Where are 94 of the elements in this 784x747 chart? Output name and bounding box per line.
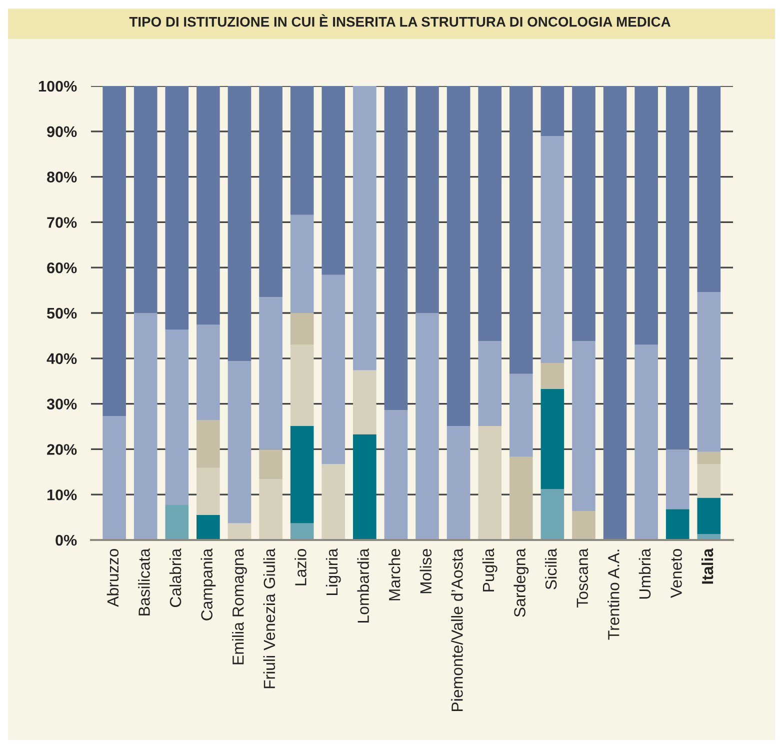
x-tick-label: Emilia Romagna: [232, 548, 247, 664]
bar: [228, 361, 252, 524]
bar: [384, 410, 408, 540]
bar: [572, 510, 596, 540]
x-tick-label: Trentino A.A.: [608, 550, 620, 640]
bar: [165, 505, 189, 540]
bar: [540, 86, 564, 136]
y-tick-label: 0%: [56, 534, 77, 546]
bar: [134, 86, 158, 313]
bar: [697, 464, 721, 498]
x-tick-label: Liguria: [326, 548, 341, 595]
y-tick-label: 50%: [47, 308, 77, 319]
x-tick-label: Marche: [388, 549, 400, 600]
bar: [259, 449, 282, 480]
y-tick-label: 80%: [47, 172, 77, 182]
bar: [416, 86, 439, 313]
y-tick-label: 10%: [47, 489, 77, 500]
chart-title: TIPO DI ISTITUZIONE IN CUI È INSERITA LA STRUTTURA DI ONCOLOGIA MEDICA: [129, 14, 670, 27]
bar: [416, 313, 439, 540]
x-tick-label: Calabria: [169, 548, 182, 607]
x-tick-label: Friuli Venezia Giulia: [263, 548, 276, 688]
bar: [290, 313, 314, 345]
x-tick-label: Lazio: [294, 549, 306, 586]
bar: [478, 86, 502, 342]
bar: [322, 464, 346, 540]
bar: [478, 341, 502, 426]
bar: [228, 523, 252, 540]
y-tick-label: 40%: [46, 353, 77, 364]
y-tick-label: 60%: [47, 262, 77, 274]
x-tick-label: Veneto: [670, 549, 682, 598]
bar: [134, 313, 158, 540]
bar: [572, 86, 596, 342]
bar: [196, 515, 220, 540]
bar: [290, 523, 314, 540]
bar: [603, 86, 627, 540]
bar: [290, 344, 314, 426]
bar: [102, 416, 126, 540]
bar: [634, 344, 658, 540]
bar: [290, 214, 314, 313]
bar: [540, 489, 564, 540]
bar: [509, 374, 533, 457]
bar: [290, 426, 314, 524]
bar: [102, 86, 126, 416]
bar: [196, 420, 220, 468]
bar: [353, 434, 376, 540]
bar: [259, 297, 282, 450]
x-tick-label: Piemonte/Valle d’Aosta: [451, 548, 463, 711]
x-tick-label: Sicilia: [544, 548, 557, 590]
bar: [478, 426, 502, 540]
bar: [572, 341, 596, 511]
bar: [196, 468, 220, 516]
bar: [228, 86, 252, 362]
bar: [697, 498, 721, 534]
x-tick-label: Campania: [200, 548, 216, 620]
x-tick-label: Basilicata: [138, 548, 150, 616]
bar: [196, 324, 220, 420]
bar: [165, 86, 189, 330]
x-tick-label: Italia: [701, 548, 714, 584]
bar: [697, 292, 721, 452]
x-tick-label: Umbria: [638, 548, 651, 599]
x-tick-label: Sardegna: [514, 548, 529, 617]
x-tick-label: Toscana: [576, 548, 588, 608]
bar: [509, 456, 533, 540]
y-tick-label: 90%: [47, 126, 77, 138]
bar: [446, 86, 470, 426]
x-tick-label: Lombardia: [357, 548, 369, 622]
bar: [666, 86, 690, 450]
bar: [509, 86, 533, 374]
bar: [666, 449, 690, 510]
bar: [165, 330, 189, 506]
bar: [697, 86, 721, 292]
bar: [353, 370, 376, 434]
bar: [384, 86, 408, 410]
bar: [540, 388, 564, 490]
bar: [446, 426, 470, 540]
y-tick-label: 30%: [46, 398, 77, 410]
y-tick-label: 100%: [39, 80, 77, 92]
bar: [290, 86, 314, 215]
bar: [322, 86, 346, 275]
y-tick-label: 70%: [47, 217, 77, 228]
bar: [353, 86, 376, 370]
bar: [666, 509, 690, 540]
x-tick-label: Molise: [420, 549, 432, 594]
bar: [540, 136, 564, 363]
bar: [322, 274, 346, 464]
bar: [697, 452, 721, 464]
x-tick-label: Abruzzo: [106, 549, 119, 607]
bar: [634, 86, 658, 345]
bar: [196, 86, 220, 325]
bar: [540, 362, 564, 389]
bar: [259, 479, 282, 540]
x-tick-label: Puglia: [482, 548, 498, 592]
y-tick-label: 20%: [47, 444, 77, 455]
bar: [259, 86, 282, 298]
